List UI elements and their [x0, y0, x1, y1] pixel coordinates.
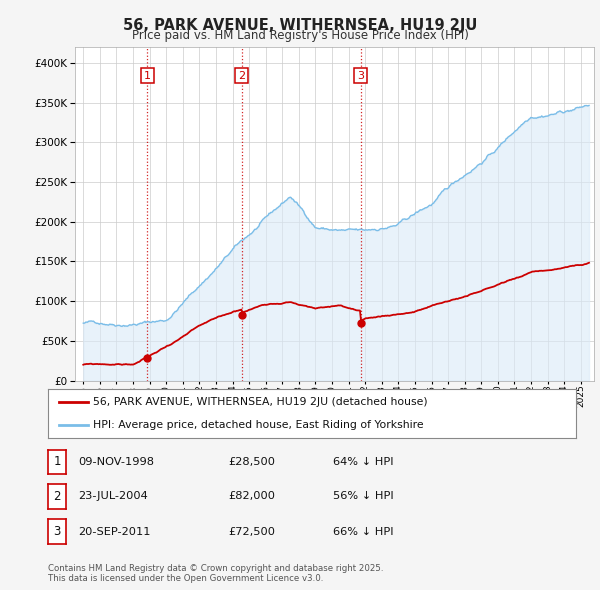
- Text: 20-SEP-2011: 20-SEP-2011: [78, 527, 151, 536]
- Text: 23-JUL-2004: 23-JUL-2004: [78, 491, 148, 501]
- Text: £82,000: £82,000: [228, 491, 275, 501]
- Text: HPI: Average price, detached house, East Riding of Yorkshire: HPI: Average price, detached house, East…: [93, 419, 424, 430]
- Text: 09-NOV-1998: 09-NOV-1998: [78, 457, 154, 467]
- Text: 66% ↓ HPI: 66% ↓ HPI: [333, 527, 394, 536]
- Text: 3: 3: [357, 71, 364, 80]
- Text: 56, PARK AVENUE, WITHERNSEA, HU19 2JU: 56, PARK AVENUE, WITHERNSEA, HU19 2JU: [123, 18, 477, 32]
- Text: £72,500: £72,500: [228, 527, 275, 536]
- Text: 64% ↓ HPI: 64% ↓ HPI: [333, 457, 394, 467]
- Text: 1: 1: [144, 71, 151, 80]
- Text: 56, PARK AVENUE, WITHERNSEA, HU19 2JU (detached house): 56, PARK AVENUE, WITHERNSEA, HU19 2JU (d…: [93, 398, 428, 408]
- Text: 1: 1: [53, 455, 61, 468]
- Text: 3: 3: [53, 525, 61, 538]
- Text: 56% ↓ HPI: 56% ↓ HPI: [333, 491, 394, 501]
- Text: 2: 2: [53, 490, 61, 503]
- Text: 2: 2: [238, 71, 245, 80]
- Text: Price paid vs. HM Land Registry's House Price Index (HPI): Price paid vs. HM Land Registry's House …: [131, 30, 469, 42]
- Text: £28,500: £28,500: [228, 457, 275, 467]
- Text: Contains HM Land Registry data © Crown copyright and database right 2025.
This d: Contains HM Land Registry data © Crown c…: [48, 563, 383, 583]
